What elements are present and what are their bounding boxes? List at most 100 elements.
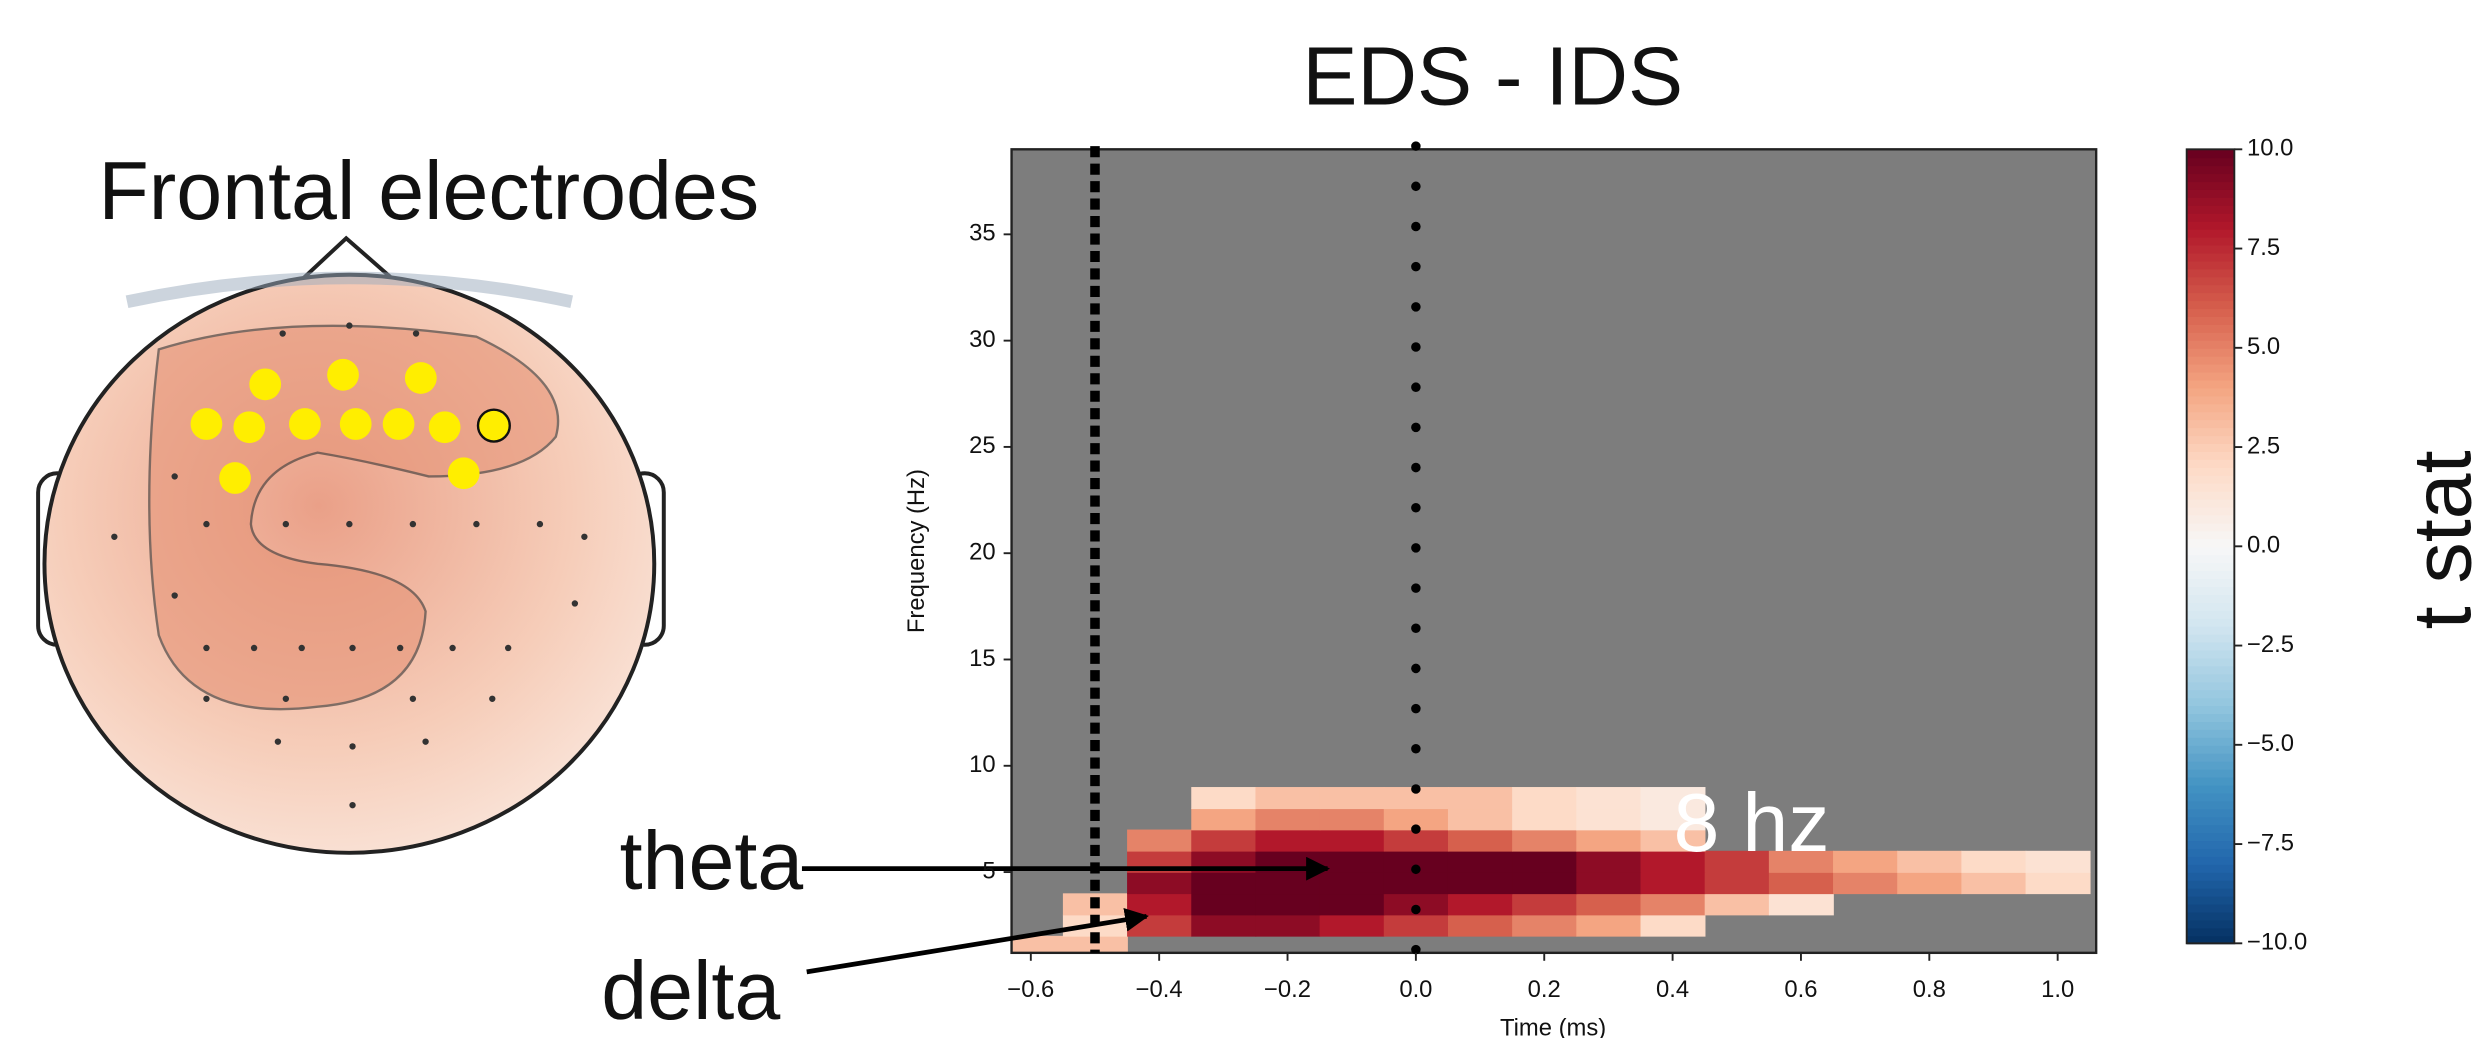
colorbar-segment xyxy=(2186,800,2235,810)
colorbar-segment xyxy=(2186,157,2235,167)
heatmap-cell xyxy=(1191,808,1257,831)
heatmap-cell xyxy=(1640,829,1706,852)
heatmap-cell xyxy=(1833,850,1899,873)
colorbar-segment xyxy=(2186,879,2235,889)
plot-frame xyxy=(1010,148,2098,955)
colorbar-segment xyxy=(2186,895,2235,905)
colorbar-segment xyxy=(2186,593,2235,603)
colorbar-segment xyxy=(2186,355,2235,365)
heatmap-cell xyxy=(1255,808,1321,831)
heatmap-cell xyxy=(1768,872,1834,895)
colorbar-segment xyxy=(2186,657,2235,667)
colorbar-segment xyxy=(2186,252,2235,262)
x-tick-label: −0.6 xyxy=(1007,976,1054,1003)
heatmap-cell xyxy=(1704,893,1770,916)
heatmap-cell xyxy=(1011,935,1064,953)
y-axis-label: Frequency (Hz) xyxy=(903,469,930,633)
heatmap-cell xyxy=(1961,850,2027,873)
heatmap-cell xyxy=(1512,850,1578,873)
heatmap-cell xyxy=(1897,850,1963,873)
heatmap-cell xyxy=(1447,914,1513,937)
colorbar-segment xyxy=(2186,744,2235,754)
colorbar-segment xyxy=(2186,887,2235,897)
colorbar-segment xyxy=(2186,609,2235,619)
colorbar-segment xyxy=(2186,387,2235,397)
heatmap-cell xyxy=(1576,808,1642,831)
colorbar-tick-label: 7.5 xyxy=(2247,234,2280,261)
heatmap-cell xyxy=(1768,850,1834,873)
contour xyxy=(125,271,574,308)
heatmap-cell xyxy=(1447,808,1513,831)
colorbar-segment xyxy=(2186,149,2235,159)
heatmap-cell xyxy=(1512,829,1578,852)
nose xyxy=(297,235,399,285)
heatmap-cell xyxy=(1127,829,1193,852)
heatmap-cell xyxy=(1576,850,1642,873)
colorbar-segment xyxy=(2186,824,2235,834)
heatmap-cell xyxy=(2025,872,2091,895)
heatmap-cell xyxy=(1447,893,1513,916)
chart-title: EDS - IDS xyxy=(1302,30,1683,122)
y-tick-label: 35 xyxy=(969,220,996,247)
colorbar-segment xyxy=(2186,601,2235,611)
colorbar-segment xyxy=(2186,546,2235,556)
colorbar-segment xyxy=(2186,871,2235,881)
colorbar-segment xyxy=(2186,530,2235,540)
colorbar-segment xyxy=(2186,403,2235,413)
colorbar-tick-label: 2.5 xyxy=(2247,432,2280,459)
heatmap-cell xyxy=(1255,787,1321,810)
colorbar-segment xyxy=(2186,538,2235,548)
heatmap-cell xyxy=(1062,935,1128,953)
heatmap-cell xyxy=(1255,893,1321,916)
colorbar-segment xyxy=(2186,705,2235,715)
heatmap-cell xyxy=(1704,850,1770,873)
colorbar-segment xyxy=(2186,347,2235,357)
colorbar-segment xyxy=(2186,736,2235,746)
heatmap-cell xyxy=(1640,808,1706,831)
colorbar-segment xyxy=(2186,490,2235,500)
colorbar-segment xyxy=(2186,649,2235,659)
y-tick-label: 25 xyxy=(969,432,996,459)
colorbar-segment xyxy=(2186,204,2235,214)
colorbar-segment xyxy=(2186,697,2235,707)
heatmap-cell xyxy=(1640,893,1706,916)
colorbar-segment xyxy=(2186,633,2235,643)
colorbar-tick-label: −10.0 xyxy=(2247,929,2307,956)
colorbar-segment xyxy=(2186,228,2235,238)
colorbar-segment xyxy=(2186,276,2235,286)
colorbar-segment xyxy=(2186,212,2235,222)
colorbar-segment xyxy=(2186,848,2235,857)
colorbar-segment xyxy=(2186,165,2235,175)
heatmap-cell xyxy=(1640,787,1706,810)
selected-electrodes xyxy=(190,358,511,494)
heatmap-cell xyxy=(1383,872,1449,895)
colorbar-segment xyxy=(2186,728,2235,738)
colorbar-segment xyxy=(2186,720,2235,730)
heatmap-cell xyxy=(1319,787,1385,810)
heatmap-cell xyxy=(1576,914,1642,937)
colorbar-segment xyxy=(2186,292,2235,302)
colorbar-segment xyxy=(2186,911,2235,921)
heatmap-cell xyxy=(1447,850,1513,873)
heatmap-cell xyxy=(1576,893,1642,916)
heatmap-cell xyxy=(1576,829,1642,852)
topomap: Frontal electrodes xyxy=(36,145,759,855)
colorbar-segment xyxy=(2186,776,2235,786)
heatmap-cell xyxy=(1319,808,1385,831)
heatmap-cell xyxy=(1255,872,1321,895)
x-tick-label: 0.8 xyxy=(1913,976,1946,1003)
heatmap-cell xyxy=(1640,914,1706,937)
heatmap xyxy=(1011,787,2091,953)
heatmap-cell xyxy=(1447,787,1513,810)
colorbar-segment xyxy=(2186,808,2235,818)
colorbar-segment xyxy=(2186,625,2235,635)
heatmap-cell xyxy=(1319,872,1385,895)
heatmap-cell xyxy=(2025,850,2091,873)
y-tick-label: 10 xyxy=(969,751,996,778)
heatmap-cell xyxy=(1383,914,1449,937)
colorbar-segment xyxy=(2186,689,2235,699)
heatmap-cell xyxy=(1512,914,1578,937)
colorbar-segment xyxy=(2186,562,2235,572)
heatmap-cell xyxy=(1255,914,1321,937)
